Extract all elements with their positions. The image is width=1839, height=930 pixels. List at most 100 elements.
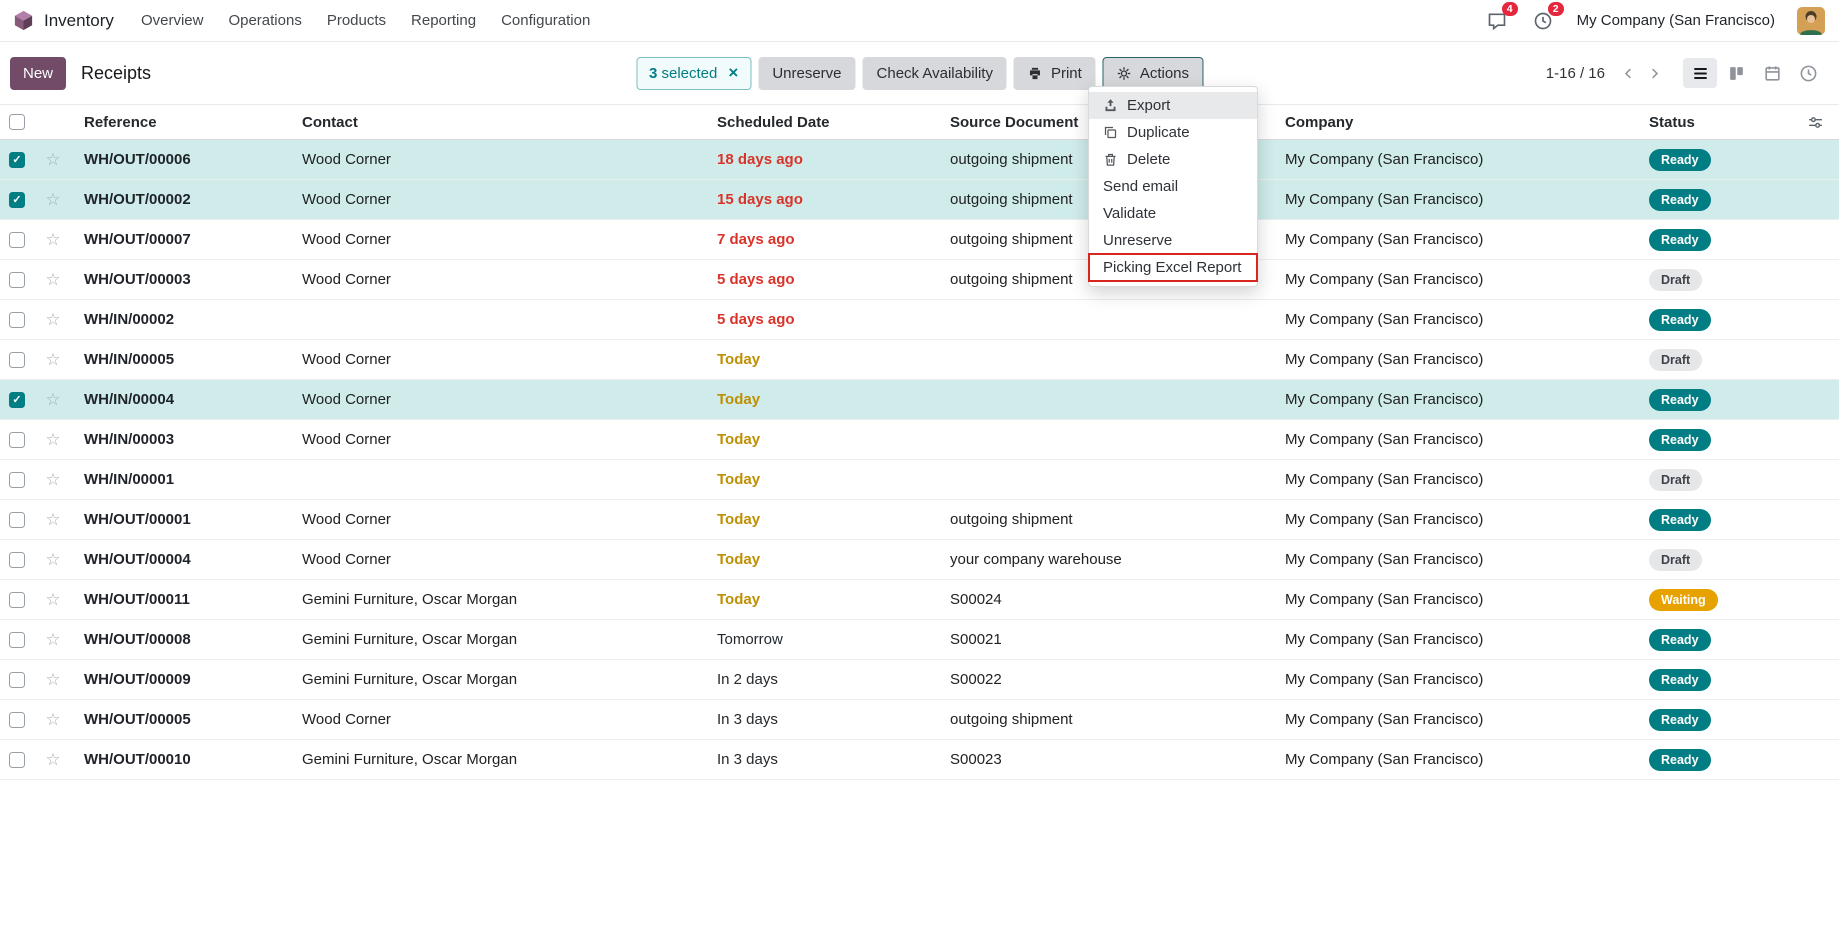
cell-scheduled-date: Today <box>717 551 761 568</box>
list-view-icon[interactable] <box>1683 58 1717 88</box>
table-row[interactable]: WH/IN/00002 5 days ago My Company (San F… <box>0 300 1839 340</box>
favorite-star-icon[interactable] <box>45 751 60 768</box>
row-checkbox[interactable] <box>9 751 25 768</box>
nav-item-overview[interactable]: Overview <box>140 12 204 29</box>
table-row[interactable]: WH/OUT/00007 Wood Corner 7 days ago outg… <box>0 220 1839 260</box>
trash-icon <box>1103 152 1119 168</box>
row-checkbox[interactable] <box>9 511 25 528</box>
favorite-star-icon[interactable] <box>45 551 60 568</box>
favorite-star-icon[interactable] <box>45 231 60 248</box>
pager-range: 1-16 / 16 <box>1545 64 1605 82</box>
nav-item-operations[interactable]: Operations <box>228 12 302 29</box>
row-checkbox[interactable] <box>9 311 25 328</box>
control-panel: New Receipts 3 selected Unreserve Check … <box>0 42 1839 104</box>
cell-contact: Wood Corner <box>302 511 391 528</box>
favorite-star-icon[interactable] <box>45 471 60 488</box>
unreserve-button[interactable]: Unreserve <box>758 56 856 90</box>
favorite-star-icon[interactable] <box>45 631 60 648</box>
menu-item-export[interactable]: Export <box>1089 92 1257 119</box>
actions-button[interactable]: Actions <box>1102 56 1204 90</box>
cell-contact: Wood Corner <box>302 351 391 368</box>
table-row[interactable]: WH/IN/00003 Wood Corner Today My Company… <box>0 420 1839 460</box>
menu-item-validate[interactable]: Validate <box>1089 200 1257 227</box>
column-header-status[interactable]: Status <box>1649 113 1695 131</box>
row-checkbox[interactable] <box>9 551 25 568</box>
favorite-star-icon[interactable] <box>45 431 60 448</box>
select-all-checkbox[interactable] <box>9 114 25 130</box>
row-checkbox[interactable] <box>9 191 25 208</box>
favorite-star-icon[interactable] <box>45 271 60 288</box>
table-row[interactable]: WH/IN/00001 Today My Company (San Franci… <box>0 460 1839 500</box>
cell-contact: Gemini Furniture, Oscar Morgan <box>302 751 518 768</box>
table-row[interactable]: WH/OUT/00001 Wood Corner Today outgoing … <box>0 500 1839 540</box>
column-header-scheduled-date[interactable]: Scheduled Date <box>717 113 830 131</box>
column-header-contact[interactable]: Contact <box>302 113 358 131</box>
menu-item-picking-excel-report[interactable]: Picking Excel Report <box>1088 253 1258 282</box>
check-availability-button[interactable]: Check Availability <box>862 56 1007 90</box>
table-row[interactable]: WH/OUT/00002 Wood Corner 15 days ago out… <box>0 180 1839 220</box>
cell-reference: WH/OUT/00001 <box>84 511 191 528</box>
new-button[interactable]: New <box>10 56 67 90</box>
row-checkbox[interactable] <box>9 711 25 728</box>
row-checkbox[interactable] <box>9 271 25 288</box>
table-row[interactable]: WH/OUT/00009 Gemini Furniture, Oscar Mor… <box>0 660 1839 700</box>
favorite-star-icon[interactable] <box>45 151 60 168</box>
activities-icon[interactable]: 2 <box>1531 1 1564 33</box>
messages-icon[interactable]: 4 <box>1485 1 1518 33</box>
cell-scheduled-date: Tomorrow <box>717 631 783 648</box>
table-row[interactable]: WH/OUT/00006 Wood Corner 18 days ago out… <box>0 140 1839 180</box>
actions-dropdown: Export Duplicate Delete Send email Validate U… <box>1088 86 1258 287</box>
selection-count-label: 3 selected <box>648 64 718 82</box>
favorite-star-icon[interactable] <box>45 311 60 328</box>
table-row[interactable]: WH/OUT/00003 Wood Corner 5 days ago outg… <box>0 260 1839 300</box>
table-row[interactable]: WH/IN/00005 Wood Corner Today My Company… <box>0 340 1839 380</box>
printer-icon <box>1030 67 1041 79</box>
row-checkbox[interactable] <box>9 431 25 448</box>
favorite-star-icon[interactable] <box>45 511 60 528</box>
nav-item-configuration[interactable]: Configuration <box>501 12 591 29</box>
menu-item-send-email[interactable]: Send email <box>1089 173 1257 200</box>
print-button[interactable]: Print <box>1013 56 1096 90</box>
app-name[interactable]: Inventory <box>44 10 114 30</box>
row-checkbox[interactable] <box>9 231 25 248</box>
table-row[interactable]: WH/OUT/00008 Gemini Furniture, Oscar Mor… <box>0 620 1839 660</box>
cell-scheduled-date: In 3 days <box>717 751 778 768</box>
row-checkbox[interactable] <box>9 591 25 608</box>
favorite-star-icon[interactable] <box>45 671 60 688</box>
pager-next-icon[interactable] <box>1641 60 1667 86</box>
kanban-view-icon[interactable] <box>1719 58 1753 88</box>
menu-item-duplicate[interactable]: Duplicate <box>1089 119 1257 146</box>
row-checkbox[interactable] <box>9 391 25 408</box>
menu-item-unreserve[interactable]: Unreserve <box>1089 227 1257 254</box>
row-checkbox[interactable] <box>9 351 25 368</box>
pager-previous-icon[interactable] <box>1615 60 1641 86</box>
table-row[interactable]: WH/OUT/00004 Wood Corner Today your comp… <box>0 540 1839 580</box>
favorite-star-icon[interactable] <box>45 191 60 208</box>
table-row[interactable]: WH/OUT/00011 Gemini Furniture, Oscar Mor… <box>0 580 1839 620</box>
favorite-star-icon[interactable] <box>45 351 60 368</box>
favorite-star-icon[interactable] <box>45 391 60 408</box>
cell-company: My Company (San Francisco) <box>1285 231 1484 248</box>
favorite-star-icon[interactable] <box>45 591 60 608</box>
row-checkbox[interactable] <box>9 631 25 648</box>
calendar-view-icon[interactable] <box>1755 58 1789 88</box>
column-header-source-document[interactable]: Source Document <box>950 113 1079 131</box>
nav-item-products[interactable]: Products <box>326 12 387 29</box>
user-avatar[interactable] <box>1797 6 1825 35</box>
column-header-reference[interactable]: Reference <box>84 113 157 131</box>
cell-company: My Company (San Francisco) <box>1285 551 1484 568</box>
table-row[interactable]: WH/OUT/00010 Gemini Furniture, Oscar Mor… <box>0 740 1839 780</box>
nav-item-reporting[interactable]: Reporting <box>411 12 477 29</box>
company-switcher[interactable]: My Company (San Francisco) <box>1576 12 1775 29</box>
row-checkbox[interactable] <box>9 671 25 688</box>
optional-columns-icon[interactable] <box>1791 114 1839 131</box>
table-row[interactable]: WH/IN/00004 Wood Corner Today My Company… <box>0 380 1839 420</box>
table-row[interactable]: WH/OUT/00005 Wood Corner In 3 days outgo… <box>0 700 1839 740</box>
clear-selection-icon[interactable] <box>728 66 738 80</box>
favorite-star-icon[interactable] <box>45 711 60 728</box>
row-checkbox[interactable] <box>9 471 25 488</box>
column-header-company[interactable]: Company <box>1285 113 1354 131</box>
activity-view-icon[interactable] <box>1791 58 1825 88</box>
menu-item-delete[interactable]: Delete <box>1089 146 1257 173</box>
row-checkbox[interactable] <box>9 151 25 168</box>
